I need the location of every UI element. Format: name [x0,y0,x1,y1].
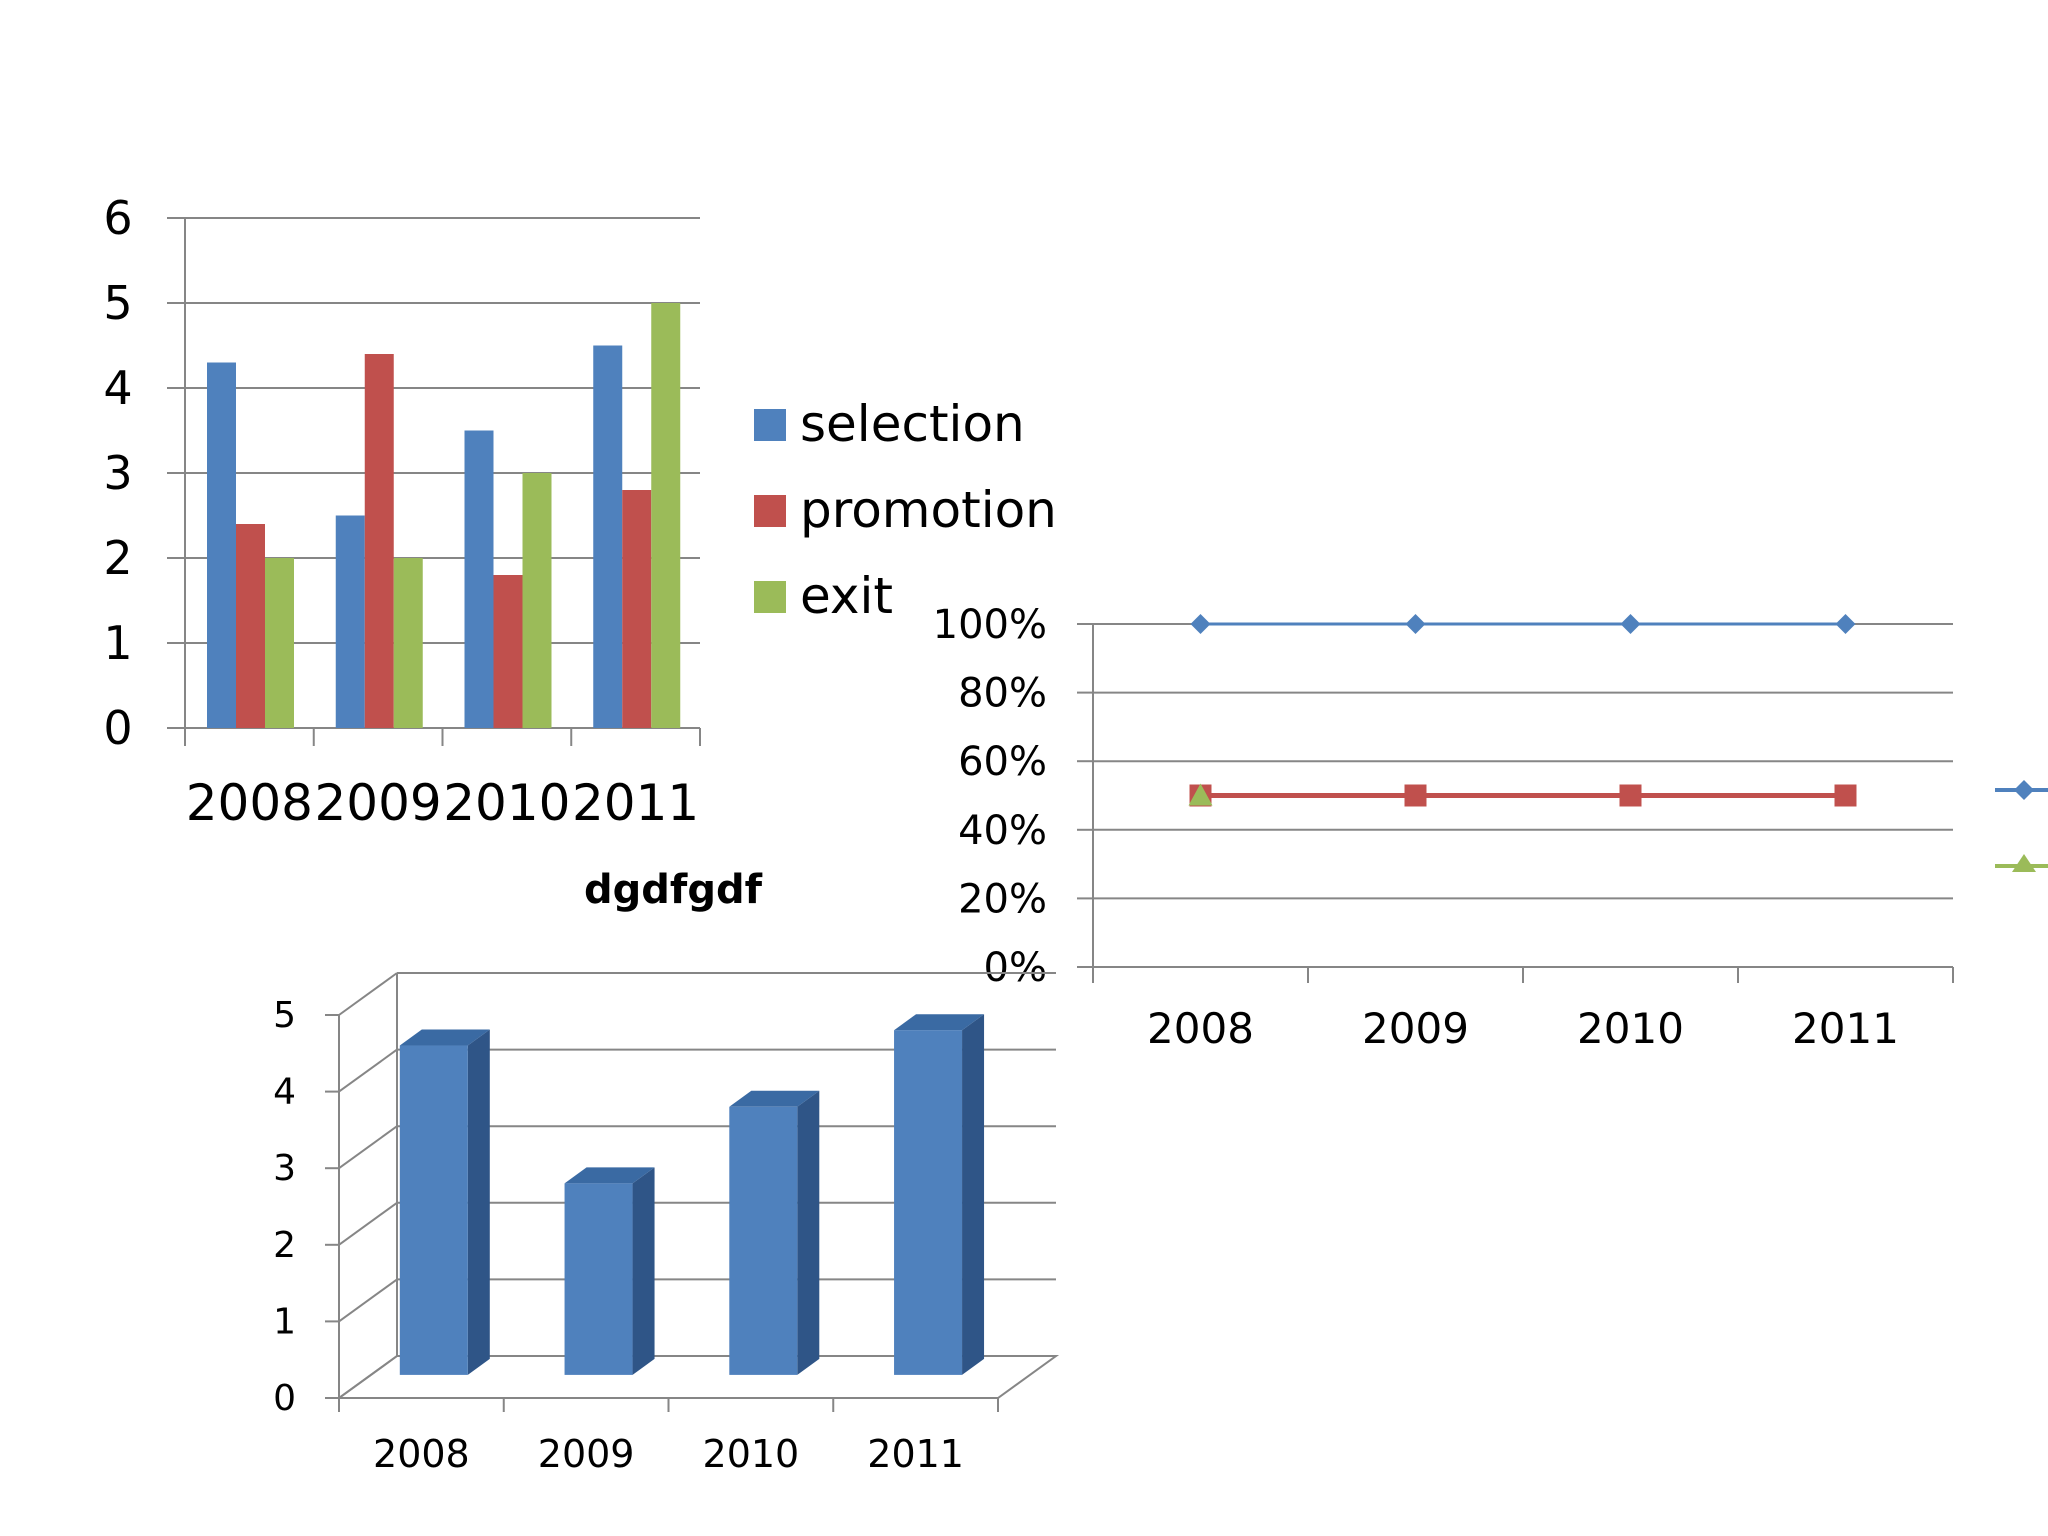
y-tick-label: 0 [273,1378,296,1419]
bar-top [564,1167,655,1184]
y-tick-label: 2 [273,1225,296,1266]
side-wall-line [338,1278,398,1323]
bar-side [797,1090,820,1375]
legend-marker-3 [2012,854,2036,872]
bar-selection [207,362,236,728]
clustered-bar-chart: 0 1 2 3 4 5 6 2008 2009 2010 2011 selection promotio… [103,191,1057,832]
side-wall-line [338,1125,398,1170]
y-tick-label: 4 [103,361,132,415]
bar-exit [651,303,681,728]
square-marker [1404,784,1427,807]
square-marker [1619,784,1642,807]
y-tick-label: 6 [103,191,132,245]
x-tick-label: 2008 [186,774,313,832]
bar-selection [464,430,494,728]
bar [894,1030,963,1375]
legend-swatch-promotion [754,495,786,527]
bar-selection [335,515,365,728]
bar-promotion [236,524,265,728]
bar-exit [522,473,552,728]
y-tick-label: 100% [933,602,1047,648]
y-tick-label: 60% [958,739,1047,785]
diamond-marker [1190,614,1211,634]
x-tick-label: 2011 [572,774,699,832]
bar-selection [593,345,623,728]
x-tick-label: 2010 [1577,1004,1684,1053]
bar-promotion [364,354,394,728]
bar-top [894,1014,985,1031]
side-wall-line [338,1048,398,1093]
diamond-marker [1835,614,1856,634]
bar-side [467,1029,490,1375]
legend-swatch-exit [754,581,786,613]
legend-marker-1 [2014,780,2034,800]
square-marker [1834,784,1857,807]
y-tick-label: 1 [103,616,132,670]
x-tick-label: 2009 [1362,1004,1469,1053]
x-tick-label: 2008 [1147,1004,1254,1053]
bar [729,1106,798,1375]
x-tick-label: 2010 [703,1432,800,1476]
percent-line-chart: 0% 20% 40% 60% 80% 100% 2008 2009 2010 2011 [933,602,2048,1053]
bar-top [399,1029,490,1046]
triangle-marker [1188,783,1213,806]
diamond-marker [1620,614,1641,634]
x-tick-label: 2011 [867,1432,964,1476]
x-tick-label: 2009 [538,1432,635,1476]
y-tick-label: 80% [958,671,1047,717]
diamond-marker [1405,614,1426,634]
x-tick-label: 2008 [373,1432,470,1476]
y-tick-label: 4 [273,1072,296,1113]
y-tick-label: 0% [984,945,1047,991]
bar-side [962,1014,985,1375]
y-tick-label: 2 [103,531,132,585]
bar-side [632,1167,655,1375]
y-tick-label: 3 [273,1148,296,1189]
bar-exit [265,558,294,728]
3d-bar-chart: dgdfgdf 0 1 2 3 4 5 2008 2009 2010 2011 [273,867,1060,1476]
bar [564,1183,633,1375]
bar [399,1045,468,1375]
legend-swatch-selection [754,409,786,441]
side-wall-line [338,972,398,1016]
bar-promotion [493,575,523,728]
y-tick-label: 5 [273,995,296,1036]
legend-label-promotion: promotion [800,481,1057,539]
x-tick-label: 2011 [1792,1004,1899,1053]
y-tick-label: 5 [103,276,132,330]
y-tick-label: 0 [103,701,132,755]
bar-promotion [622,490,652,728]
y-tick-label: 20% [958,876,1047,922]
legend-label-exit: exit [800,567,893,625]
side-wall-line [338,1201,398,1246]
x-tick-label: 2010 [443,774,570,832]
legend-label-selection: selection [800,395,1025,453]
y-tick-label: 40% [958,808,1047,854]
floor [335,1355,1060,1399]
chart-title: dgdfgdf [584,867,763,913]
x-tick-label: 2009 [315,774,442,832]
bar-top [729,1090,820,1107]
bar-exit [393,558,423,728]
y-tick-label: 1 [273,1301,296,1342]
y-tick-label: 3 [103,446,132,500]
